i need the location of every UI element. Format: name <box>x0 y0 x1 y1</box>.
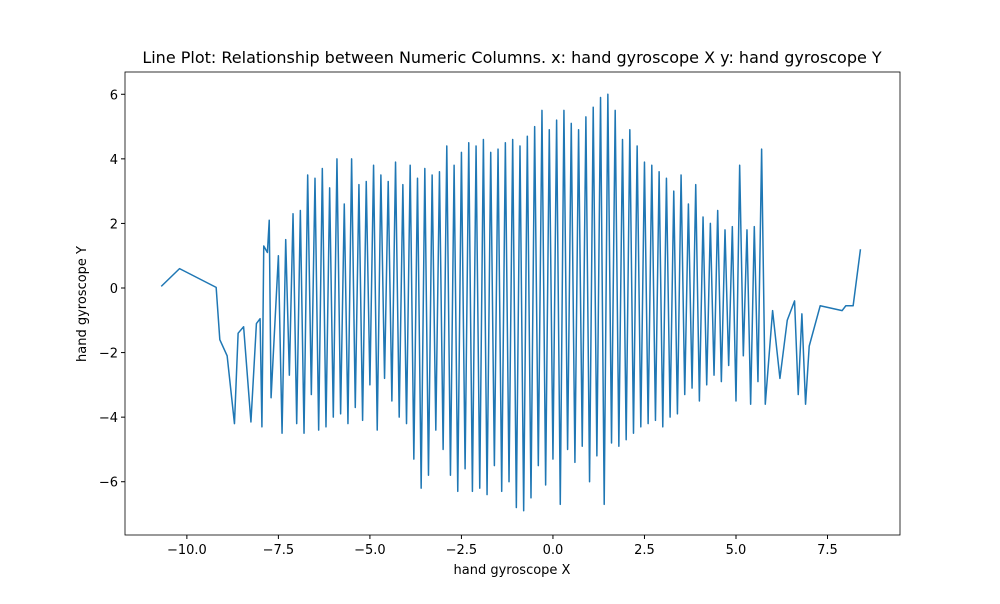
x-tick-label: −5.0 <box>354 543 386 558</box>
y-tick-label: −4 <box>99 411 118 426</box>
data-line <box>160 93 862 512</box>
y-tick-label: 2 <box>110 217 118 232</box>
y-tick-label: 0 <box>110 282 118 297</box>
x-tick-label: −7.5 <box>263 543 295 558</box>
y-tick-label: 4 <box>110 153 118 168</box>
y-tick-label: 6 <box>110 88 118 103</box>
x-axis-label: hand gyroscope X <box>454 563 571 578</box>
x-tick-label: −2.5 <box>446 543 478 558</box>
chart-title: Line Plot: Relationship between Numeric … <box>142 48 882 67</box>
y-axis-label: hand gyroscope Y <box>75 246 90 362</box>
y-tick-label: −6 <box>99 476 118 491</box>
x-tick-label: 2.5 <box>634 543 655 558</box>
x-tick-label: −10.0 <box>167 543 207 558</box>
y-tick-label: −2 <box>99 347 118 362</box>
x-tick-label: 5.0 <box>726 543 747 558</box>
x-tick-label: 0.0 <box>543 543 564 558</box>
x-tick-label: 7.5 <box>817 543 838 558</box>
axes-frame <box>124 71 901 536</box>
